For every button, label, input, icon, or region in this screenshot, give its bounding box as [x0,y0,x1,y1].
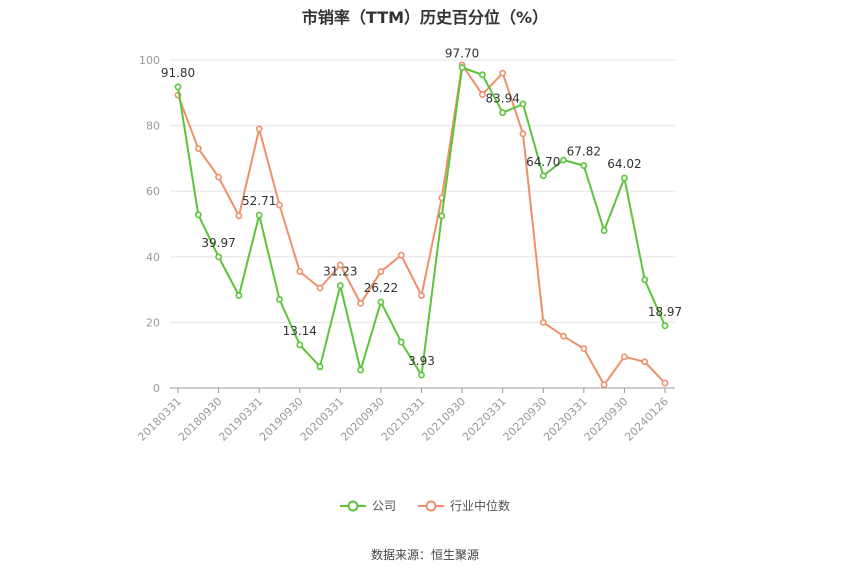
data-label: 52.71 [242,194,276,208]
legend-industry-marker [418,500,444,511]
data-point-company [600,227,608,234]
data-point-company [418,371,425,379]
y-tick-label: 80 [146,120,160,133]
data-point-industry-median [377,268,385,275]
data-point-industry-median [580,345,588,353]
data-source: 数据来源：恒生聚源 [370,548,479,562]
data-point-company [276,296,283,303]
data-point-industry-median [215,173,222,181]
legend: 公司 行业中位数 [0,497,850,514]
data-point-industry-median [499,69,507,77]
data-label: 18.97 [648,305,682,319]
chart-title: 市销率（TTM）历史百分位（%） [301,8,549,27]
data-label: 26.22 [364,281,398,295]
data-point-company [296,341,304,349]
data-point-industry-median [276,201,283,209]
data-point-industry-median [519,130,527,138]
data-point-company [458,64,466,71]
y-tick-label: 40 [146,251,160,264]
y-tick-label: 60 [146,185,160,198]
data-point-industry-median [418,292,425,299]
data-point-company [377,298,385,306]
series-line-company [177,66,666,377]
legend-item-industry-median[interactable]: 行业中位数 [418,497,510,514]
data-point-company [174,83,182,91]
data-point-industry-median [194,145,202,152]
data-point-industry-median [478,91,486,98]
data-point-industry-median [296,268,304,275]
data-point-industry-median [336,261,344,269]
data-point-company [661,322,669,330]
data-label: 64.02 [607,157,641,171]
data-point-industry-median [357,299,365,307]
data-point-company [539,172,547,180]
data-point-company [194,211,202,219]
data-point-industry-median [621,353,628,361]
data-point-company [621,174,628,182]
data-point-industry-median [539,318,547,326]
series-line-industry-median [177,63,666,386]
y-tick-label: 0 [153,382,160,395]
data-point-industry-median [641,358,649,366]
data-point-company [519,100,527,108]
data-point-company [255,211,263,219]
data-label: 3.93 [408,354,435,368]
line-chart: 0204060801002018033120180930201903312019… [135,47,682,444]
y-tick-label: 100 [139,54,160,67]
data-label: 97.70 [445,47,479,61]
data-point-industry-median [397,251,405,259]
data-point-company [235,292,243,299]
data-point-company [215,253,222,261]
data-point-industry-median [661,379,669,387]
data-point-company [641,276,649,284]
data-label: 83.94 [485,92,519,106]
legend-company-marker [339,500,366,511]
data-point-company [397,338,405,346]
data-label: 64.70 [526,155,560,169]
data-label: 91.80 [161,66,195,80]
legend-company-label: 公司 [371,499,396,513]
data-point-industry-median [255,125,263,133]
data-point-company [438,212,446,220]
data-point-industry-median [235,212,243,220]
data-point-company [580,162,588,169]
data-point-company [316,363,324,371]
legend-industry-label: 行业中位数 [450,499,511,513]
data-point-company [499,109,507,117]
y-tick-label: 20 [146,316,160,329]
data-point-industry-median [316,284,324,292]
data-point-company [357,366,365,374]
data-point-company [560,156,567,164]
x-tick-label: 20240126 [622,395,671,444]
data-point-industry-median [560,332,567,340]
legend-item-company[interactable]: 公司 [339,497,396,514]
data-point-industry-median [600,381,608,389]
data-point-company [478,71,486,79]
data-point-company [336,282,344,289]
data-label: 31.23 [323,265,357,279]
data-label: 39.97 [201,236,235,250]
data-label: 67.82 [567,145,601,159]
data-label: 13.14 [283,324,317,338]
